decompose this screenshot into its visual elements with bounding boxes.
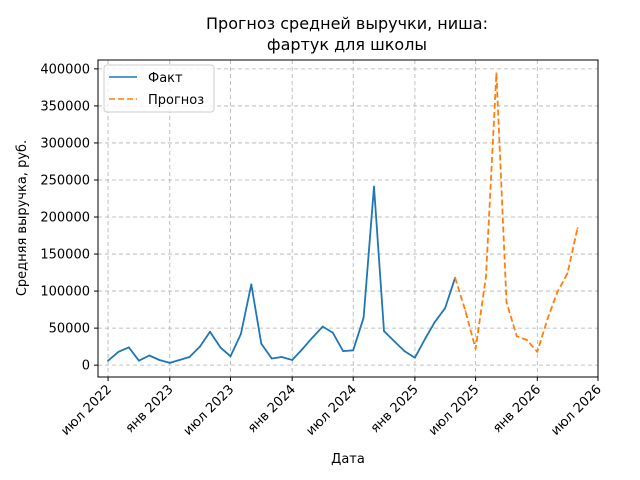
data-point: [219, 346, 222, 349]
data-point: [250, 283, 253, 286]
data-point: [414, 356, 416, 359]
chart-title-line-2: фартук для школы: [267, 35, 427, 54]
data-point: [566, 272, 569, 275]
data-point: [239, 333, 242, 335]
data-point: [495, 72, 498, 75]
data-point: [291, 359, 294, 361]
data-point: [474, 347, 477, 350]
data-point: [393, 340, 396, 343]
data-point: [546, 317, 549, 320]
data-point: [556, 291, 558, 294]
x-axis-label: Дата: [331, 452, 365, 467]
data-point: [321, 325, 324, 328]
data-point: [352, 349, 355, 352]
data-point: [270, 357, 273, 360]
y-tick-label: 350000: [40, 99, 90, 114]
legend: Факт Прогноз: [103, 64, 215, 113]
data-point: [107, 359, 109, 362]
data-point: [464, 310, 467, 312]
data-point: [515, 335, 518, 338]
data-point: [188, 356, 191, 358]
data-point: [485, 275, 487, 278]
data-point: [301, 347, 304, 350]
y-axis-label: Средняя выручка, руб.: [15, 140, 30, 296]
data-point: [280, 356, 283, 358]
data-point: [454, 276, 457, 279]
data-point: [433, 321, 436, 324]
data-point: [342, 350, 345, 352]
data-point: [117, 350, 120, 353]
data-point: [168, 362, 171, 364]
data-point: [403, 350, 406, 352]
data-point: [383, 330, 385, 332]
y-tick-label: 0: [82, 359, 90, 374]
data-point: [536, 350, 539, 353]
y-tick-label: 250000: [40, 173, 90, 188]
data-point: [362, 316, 365, 319]
data-point: [158, 359, 161, 361]
data-point: [505, 301, 508, 304]
y-tick-label: 300000: [40, 136, 90, 151]
data-point: [148, 354, 151, 357]
plot-frame: [97, 59, 599, 378]
data-point: [311, 336, 314, 339]
legend-label-fact: Факт: [148, 71, 183, 86]
y-tick-label: 400000: [40, 62, 90, 77]
series-layer: [107, 72, 579, 364]
data-point: [444, 307, 446, 310]
data-point: [373, 185, 375, 188]
series-line-fact: [107, 185, 456, 364]
y-axis: 0 50000 100000 150000 200000 250000 300000 3500…: [40, 62, 98, 374]
y-tick-label: 50000: [49, 322, 90, 337]
y-tick-label: 100000: [40, 285, 90, 300]
data-point: [138, 359, 140, 362]
y-tick-label: 200000: [40, 211, 90, 226]
data-point: [229, 355, 232, 358]
data-point: [199, 345, 201, 348]
chart-title-line-1: Прогноз средней выручки, ниша:: [206, 14, 488, 33]
data-point: [127, 346, 130, 349]
data-point: [209, 330, 211, 333]
data-point: [526, 339, 528, 341]
data-point: [331, 331, 334, 334]
y-tick-label: 150000: [40, 248, 90, 263]
data-point: [424, 337, 427, 340]
data-point: [576, 227, 579, 230]
data-point: [260, 342, 263, 345]
legend-label-forecast: Прогноз: [148, 93, 204, 108]
